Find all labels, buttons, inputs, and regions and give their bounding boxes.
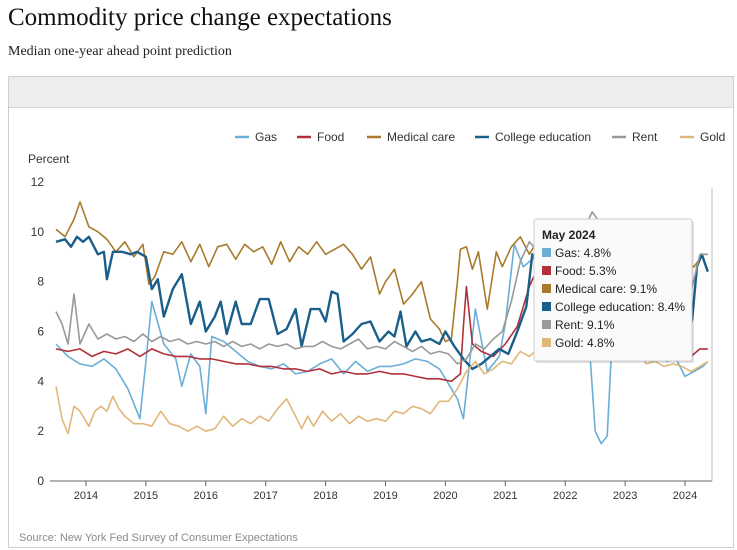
- y-tick-label: 10: [31, 225, 45, 239]
- tooltip-row: Rent: 9.1%: [555, 318, 615, 332]
- x-tick-label: 2024: [673, 490, 697, 502]
- legend-item-medical-care[interactable]: Medical care: [387, 130, 455, 144]
- tooltip-row: Medical care: 9.1%: [555, 282, 657, 296]
- y-tick-label: 12: [31, 175, 45, 189]
- tooltip: May 2024 Gas: 4.8% Food: 5.3% Medical care:…: [533, 218, 694, 363]
- legend-item-rent[interactable]: Rent: [632, 130, 658, 144]
- tooltip-title: May 2024: [542, 228, 596, 242]
- tooltip-row: Food: 5.3%: [555, 264, 617, 278]
- y-tick-label: 2: [37, 424, 44, 438]
- legend-item-food[interactable]: Food: [317, 130, 344, 144]
- x-tick-label: 2016: [194, 490, 218, 502]
- x-tick-label: 2022: [553, 490, 577, 502]
- x-tick-label: 2017: [253, 490, 277, 502]
- x-tick-label: 2020: [433, 490, 457, 502]
- x-tick-label: 2019: [373, 490, 397, 502]
- tooltip-swatch: [542, 284, 551, 293]
- tooltip-swatch: [542, 302, 551, 311]
- y-tick-label: 6: [37, 325, 44, 339]
- y-axis-label: Percent: [28, 152, 70, 166]
- chart-frame: Source: New York Fed Survey of Consumer …: [8, 76, 734, 548]
- y-tick-label: 0: [37, 474, 44, 488]
- tooltip-swatch: [542, 248, 551, 257]
- tooltip-row: Gold: 4.8%: [555, 336, 615, 350]
- legend-item-college-education[interactable]: College education: [495, 130, 591, 144]
- x-axis: 2014 2015 2016 2017 2018 2019 2020 2021 2022 2023…: [50, 188, 713, 502]
- y-axis: 0 2 4 6 8 10 12: [31, 175, 45, 488]
- chart-title: Commodity price change expectations: [8, 4, 392, 31]
- tooltip-swatch: [542, 338, 551, 347]
- legend-item-gold[interactable]: Gold: [700, 130, 725, 144]
- tooltip-swatch: [542, 320, 551, 329]
- x-tick-label: 2023: [613, 490, 637, 502]
- y-tick-label: 4: [37, 374, 44, 388]
- x-tick-label: 2018: [313, 490, 337, 502]
- x-tick-label: 2021: [493, 490, 517, 502]
- y-tick-label: 8: [37, 275, 44, 289]
- x-tick-label: 2014: [74, 490, 98, 502]
- legend-item-gas[interactable]: Gas: [255, 130, 277, 144]
- toolbar-band: [9, 77, 733, 108]
- tooltip-row: Gas: 4.8%: [555, 246, 611, 260]
- tooltip-swatch: [542, 266, 551, 275]
- x-tick-label: 2015: [134, 490, 158, 502]
- legend: Gas Food Medical care College education Rent…: [235, 130, 725, 144]
- chart-subtitle: Median one-year ahead point prediction: [8, 44, 232, 59]
- tooltip-box: [533, 218, 693, 362]
- source-note: Source: New York Fed Survey of Consumer …: [19, 532, 298, 544]
- tooltip-row: College education: 8.4%: [555, 300, 685, 314]
